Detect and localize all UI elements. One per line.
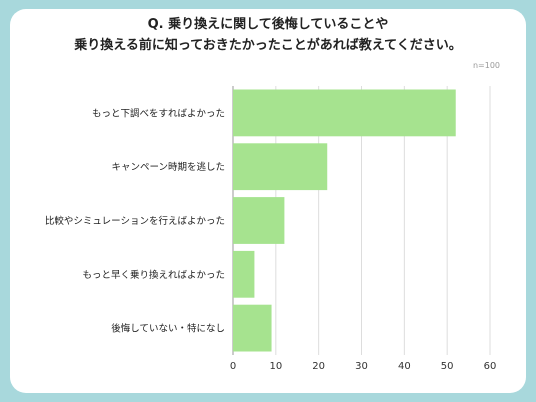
x-tick-label: 20 bbox=[312, 361, 325, 372]
x-tick-label: 30 bbox=[355, 361, 368, 372]
sample-size-note: n=100 bbox=[472, 61, 500, 70]
category-label: 後悔していない・特になし bbox=[111, 323, 225, 335]
bar bbox=[233, 250, 255, 298]
category-label: もっと下調べをすればよかった bbox=[92, 107, 225, 119]
bar bbox=[233, 197, 285, 244]
bar bbox=[233, 304, 272, 352]
bar bbox=[233, 143, 328, 191]
category-label: キャンペーン時期を逃した bbox=[111, 161, 225, 173]
title-line-2: 乗り換える前に知っておきたかったことがあれば教えてください。 bbox=[74, 38, 462, 53]
x-tick-label: 60 bbox=[484, 361, 497, 372]
title-line-1: Q. 乗り換えに関して後悔していることや bbox=[147, 17, 389, 32]
category-label: 比較やシミュレーションを行えばよかった bbox=[45, 215, 225, 227]
category-label: もっと早く乗り換えればよかった bbox=[82, 269, 225, 281]
x-tick-label: 40 bbox=[398, 361, 411, 372]
x-tick-label: 10 bbox=[269, 361, 282, 372]
bar bbox=[233, 89, 456, 137]
x-tick-label: 50 bbox=[441, 361, 454, 372]
chart-title: Q. 乗り換えに関して後悔していることや 乗り換える前に知っておきたかったことが… bbox=[0, 14, 536, 56]
x-tick-label: 0 bbox=[230, 361, 236, 372]
